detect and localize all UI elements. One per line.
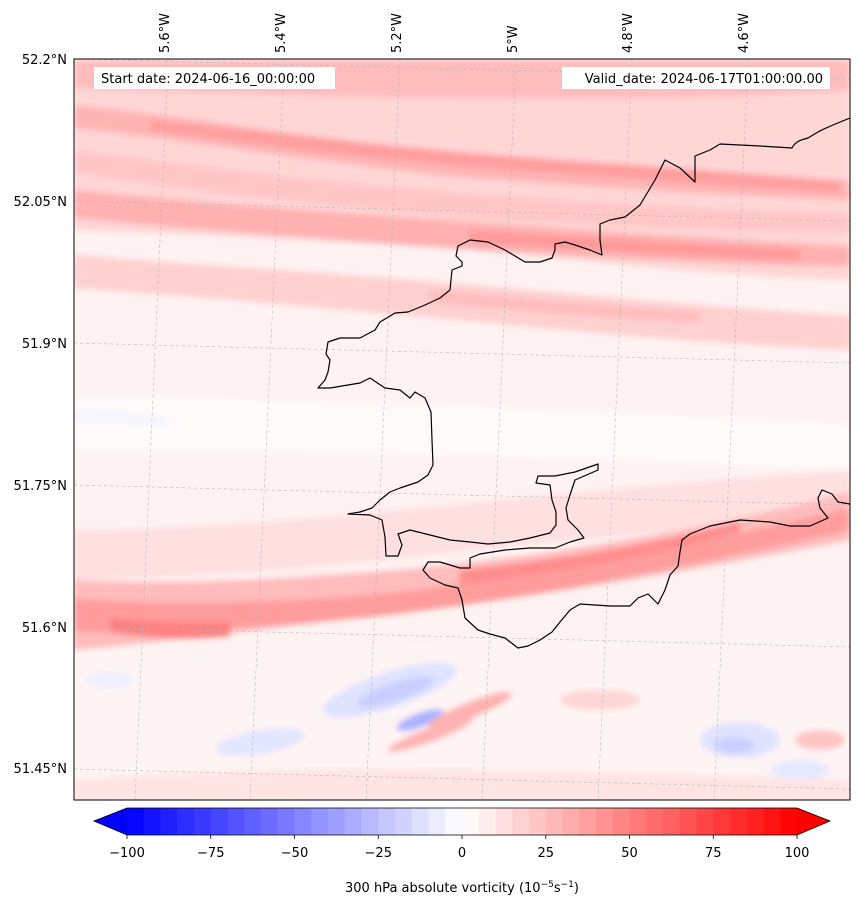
colorbar-cell xyxy=(596,808,614,835)
colorbar-tick-label: 100 xyxy=(785,846,810,861)
colorbar-tick-marks xyxy=(126,835,798,839)
colorbar-cell xyxy=(663,808,681,835)
colorbar-cell xyxy=(696,808,714,835)
colorbar-tick-label: −25 xyxy=(365,846,392,861)
colorbar-cell xyxy=(177,808,195,835)
coastline xyxy=(317,117,850,649)
colorbar-cell xyxy=(629,808,647,835)
colorbar-cell xyxy=(746,808,764,835)
colorbar: −100 −75 −50 −25 0 25 50 75 100 300 hPa … xyxy=(92,807,832,896)
colorbar-cell xyxy=(210,808,228,835)
colorbar-cell xyxy=(261,808,279,835)
colorbar-cell xyxy=(730,808,748,835)
colorbar-ticks: −100 −75 −50 −25 0 25 50 75 100 xyxy=(109,846,809,861)
lat-label: 52.2°N xyxy=(22,53,67,68)
colorbar-max-extension xyxy=(797,808,830,835)
colorbar-cell xyxy=(579,808,597,835)
vorticity-field xyxy=(74,59,850,800)
lat-label: 51.75°N xyxy=(14,479,67,494)
latitude-labels: 52.2°N 52.05°N 51.9°N 51.75°N 51.6°N 51.… xyxy=(14,53,67,777)
lat-label: 51.45°N xyxy=(14,762,67,777)
colorbar-cell xyxy=(763,808,781,835)
colorbar-cell xyxy=(277,808,295,835)
valid-date-box xyxy=(562,67,830,89)
colorbar-tick-label: −50 xyxy=(281,846,308,861)
colorbar-tick-label: 25 xyxy=(537,846,554,861)
start-date-box xyxy=(94,67,335,89)
lon-label: 5°W xyxy=(506,25,521,53)
colorbar-cell xyxy=(344,808,362,835)
colorbar-cell xyxy=(529,808,547,835)
colorbar-cell xyxy=(679,808,697,835)
map-frame xyxy=(73,58,851,801)
colorbar-cell xyxy=(612,808,630,835)
valid-date-text: Valid_date: 2024-06-17T01:00:00.00 xyxy=(585,72,823,87)
lat-label: 52.05°N xyxy=(14,195,67,210)
colorbar-cell xyxy=(495,808,513,835)
colorbar-cell xyxy=(361,808,379,835)
colorbar-cell xyxy=(294,808,312,835)
lat-label: 51.6°N xyxy=(22,621,67,636)
longitude-labels: 5.6°W 5.4°W 5.2°W 5°W 4.8°W 4.6°W xyxy=(158,13,752,53)
colorbar-cell xyxy=(462,808,480,835)
colorbar-tick-label: −100 xyxy=(109,846,145,861)
colorbar-cell xyxy=(143,808,161,835)
colorbar-cell xyxy=(160,808,178,835)
colorbar-cell xyxy=(478,808,496,835)
colorbar-cells xyxy=(127,808,798,835)
colorbar-tick-label: 0 xyxy=(458,846,466,861)
colorbar-cell xyxy=(512,808,530,835)
colorbar-cell xyxy=(378,808,396,835)
start-date-text: Start date: 2024-06-16_00:00:00 xyxy=(101,72,315,87)
lon-label: 5.6°W xyxy=(158,13,173,53)
colorbar-min-extension xyxy=(94,808,127,835)
colorbar-cell xyxy=(127,808,145,835)
colorbar-cell xyxy=(227,808,245,835)
colorbar-tick-label: 75 xyxy=(705,846,722,861)
colorbar-label: 300 hPa absolute vorticity (10−5s−1) xyxy=(345,880,579,896)
colorbar-cell xyxy=(395,808,413,835)
colorbar-cell xyxy=(428,808,446,835)
colorbar-cell xyxy=(194,808,212,835)
lon-label: 5.2°W xyxy=(390,13,405,53)
colorbar-cell xyxy=(545,808,563,835)
colorbar-tick-label: 50 xyxy=(621,846,638,861)
lon-label: 4.8°W xyxy=(621,13,636,53)
lat-label: 51.9°N xyxy=(22,337,67,352)
colorbar-cell xyxy=(244,808,262,835)
lon-label: 4.6°W xyxy=(737,13,752,53)
colorbar-cell xyxy=(646,808,664,835)
graticule xyxy=(74,59,850,800)
colorbar-cell xyxy=(562,808,580,835)
colorbar-tick-label: −75 xyxy=(197,846,224,861)
colorbar-cell xyxy=(328,808,346,835)
lon-label: 5.4°W xyxy=(274,13,289,53)
colorbar-cell xyxy=(713,808,731,835)
colorbar-cell xyxy=(411,808,429,835)
colorbar-cell xyxy=(780,808,798,835)
colorbar-cell xyxy=(311,808,329,835)
colorbar-cell xyxy=(445,808,463,835)
